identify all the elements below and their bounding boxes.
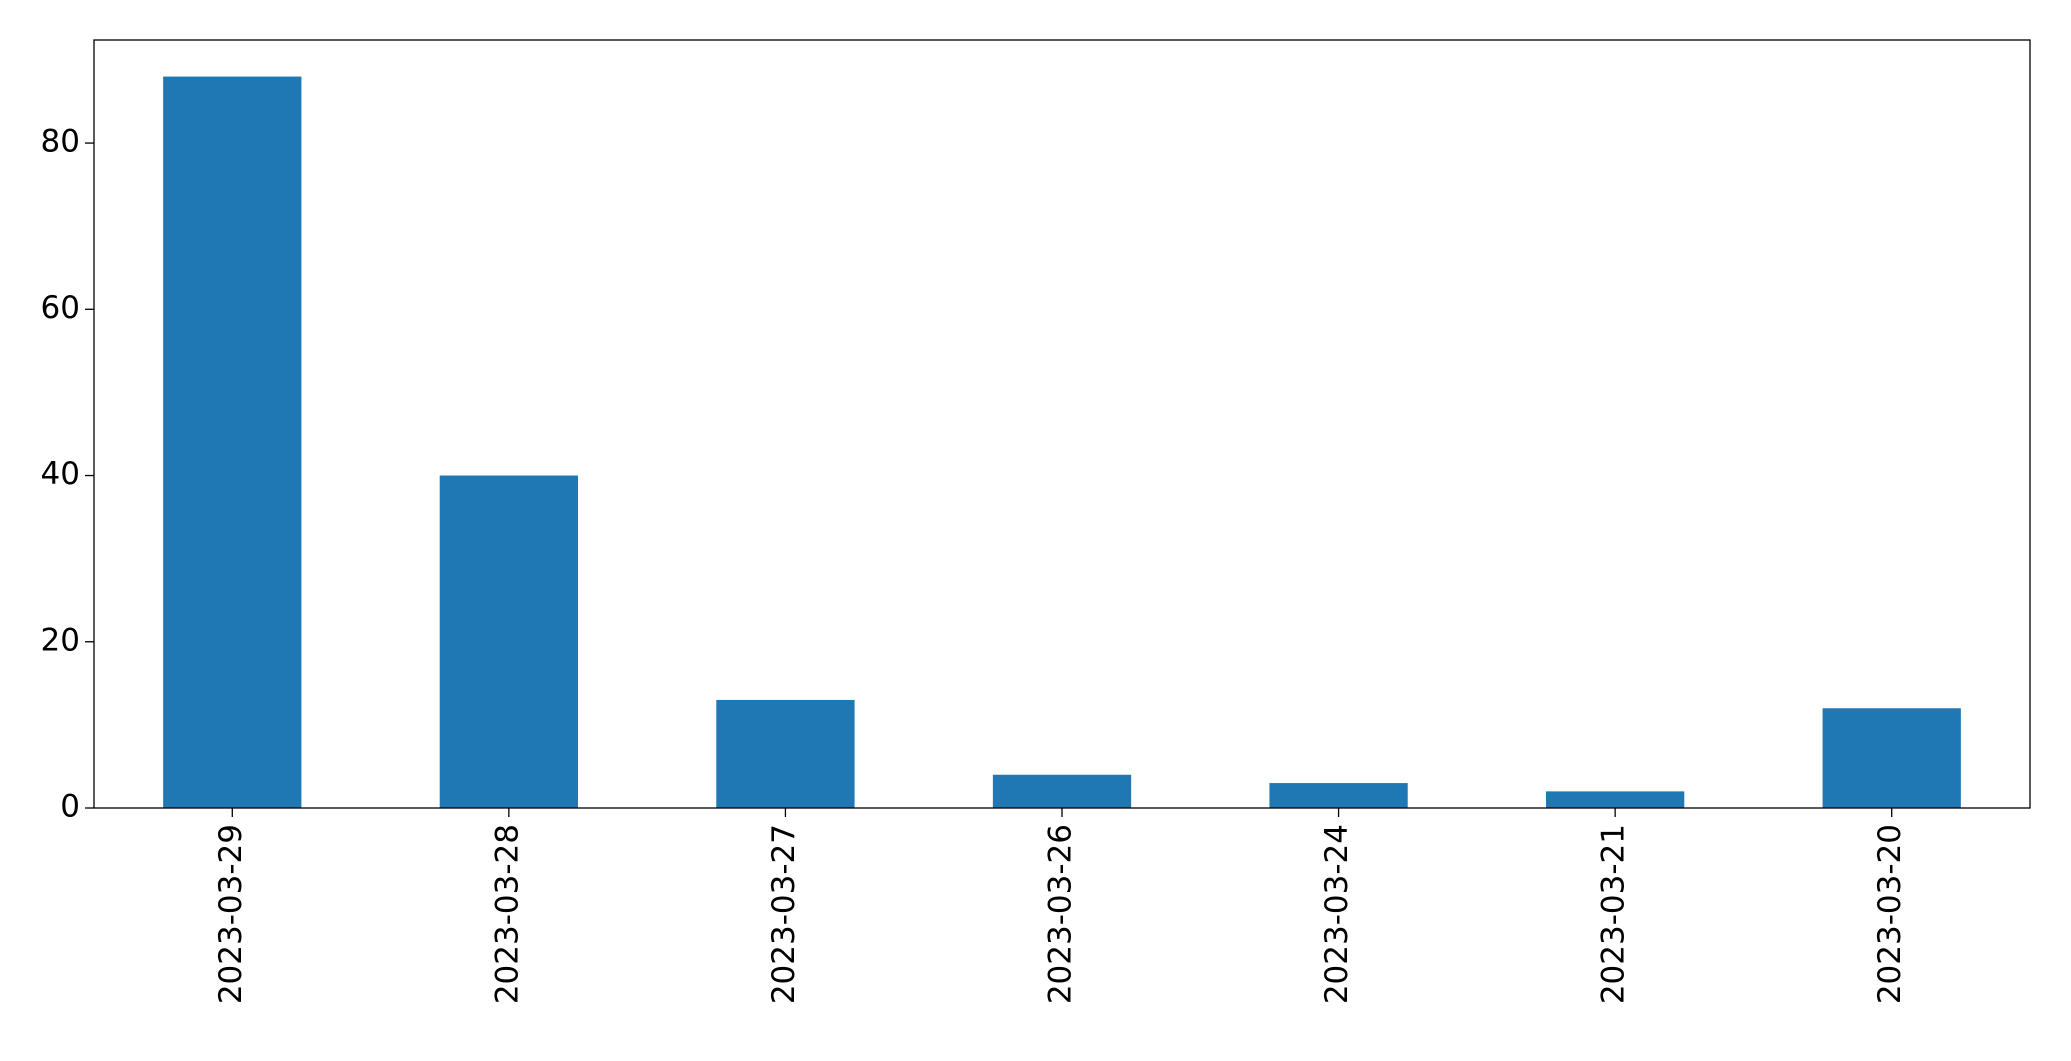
- y-tick-label: 20: [41, 622, 80, 658]
- bar: [1546, 791, 1685, 808]
- x-tick-label: 2023-03-21: [1596, 824, 1632, 1004]
- x-tick-label: 2023-03-20: [1872, 824, 1908, 1004]
- y-tick-label: 40: [41, 456, 80, 492]
- x-tick-label: 2023-03-29: [213, 824, 249, 1004]
- bar: [439, 475, 578, 808]
- bar: [716, 699, 855, 808]
- x-tick-label: 2023-03-26: [1043, 824, 1079, 1004]
- x-tick-label: 2023-03-28: [489, 824, 525, 1004]
- y-tick-label: 60: [41, 290, 80, 326]
- plot-frame: [93, 39, 2031, 809]
- bar: [1822, 708, 1961, 808]
- bar: [992, 774, 1132, 808]
- y-tick-label: 80: [41, 124, 80, 160]
- bar: [163, 76, 302, 809]
- x-tick-label: 2023-03-24: [1319, 824, 1355, 1004]
- bar: [1269, 783, 1408, 808]
- x-tick-label: 2023-03-27: [766, 824, 802, 1004]
- y-tick-label: 0: [60, 789, 80, 825]
